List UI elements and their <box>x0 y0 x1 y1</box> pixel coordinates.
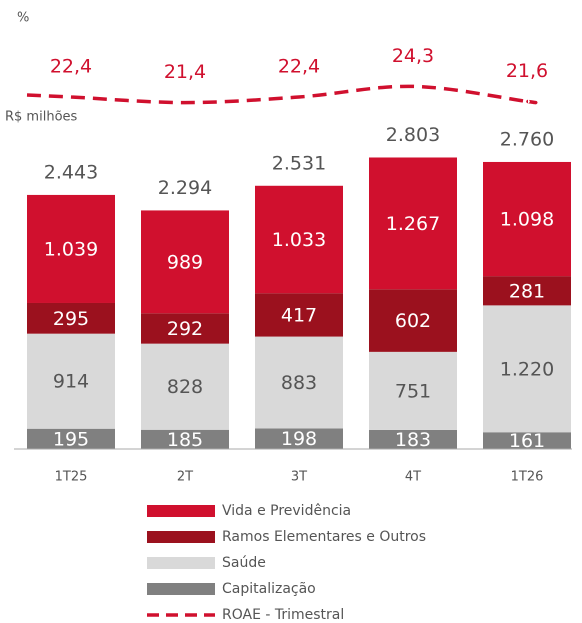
data-label: 751 <box>395 380 431 402</box>
data-label: 195 <box>53 428 89 450</box>
data-label: 161 <box>509 430 545 452</box>
legend-swatch <box>147 505 215 517</box>
legend-label: Ramos Elementares e Outros <box>222 529 426 545</box>
legend-label: Saúde <box>222 555 266 571</box>
unit-label: % <box>17 11 29 26</box>
data-label: 417 <box>281 304 317 326</box>
bar-segment <box>483 276 571 306</box>
data-label: 602 <box>395 310 431 332</box>
legend-swatch <box>147 557 215 569</box>
bar-segment <box>255 336 343 429</box>
total-label: 2.531 <box>272 152 326 174</box>
x-tick-label: 3T <box>291 470 307 485</box>
legend-swatch <box>147 583 215 595</box>
data-label: 292 <box>167 318 203 340</box>
bar-segment <box>483 161 571 277</box>
legend-label: ROAE - Trimestral <box>222 607 344 623</box>
line-label: 22,4 <box>50 56 92 78</box>
data-label: 281 <box>509 280 545 302</box>
roae-line <box>26 84 538 105</box>
bar-segment <box>483 305 571 433</box>
data-label: 183 <box>395 429 431 451</box>
line-label: 22,4 <box>278 56 320 78</box>
legend-label: Capitalização <box>222 581 316 597</box>
data-label: 989 <box>167 251 203 273</box>
data-label: 828 <box>167 376 203 398</box>
x-tick-label: 2T <box>177 470 193 485</box>
bar-segment <box>255 428 343 449</box>
bar-segment <box>369 351 457 430</box>
legend-swatch <box>147 531 215 543</box>
bar-segment <box>141 210 229 314</box>
x-tick-label: 1T26 <box>511 470 544 485</box>
data-label: 185 <box>167 429 203 451</box>
data-label: 198 <box>281 428 317 450</box>
bar-segment <box>27 302 115 334</box>
total-label: 2.294 <box>158 177 212 199</box>
data-label: 1.098 <box>500 209 554 231</box>
data-label: 295 <box>53 308 89 330</box>
bar-segment <box>141 343 229 430</box>
bar-segment <box>369 157 457 290</box>
data-label: 1.033 <box>272 229 326 251</box>
bar-segment <box>369 289 457 352</box>
bar-segment <box>27 194 115 303</box>
bar-segment <box>255 185 343 294</box>
bar-segment <box>255 293 343 337</box>
x-tick-label: 1T25 <box>55 470 88 485</box>
line-label: 21,4 <box>164 61 206 83</box>
bar-segment <box>27 428 115 449</box>
total-label: 2.443 <box>44 161 98 183</box>
bar-segment <box>141 313 229 344</box>
line-label: 24,3 <box>392 45 434 67</box>
bar-segment <box>141 429 229 449</box>
axis-label: R$ milhões <box>5 110 78 125</box>
total-label: 2.760 <box>500 128 554 150</box>
line-label: 21,6 <box>506 60 548 82</box>
data-label: 1.220 <box>500 358 554 380</box>
bar-segment <box>27 333 115 429</box>
legend-label: Vida e Previdência <box>222 503 351 519</box>
data-label: 1.267 <box>386 213 440 235</box>
x-tick-label: 4T <box>405 470 421 485</box>
bar-segment <box>369 429 457 449</box>
data-label: 1.039 <box>44 238 98 260</box>
bar-segment <box>483 432 571 449</box>
data-label: 914 <box>53 371 89 393</box>
total-label: 2.803 <box>386 124 440 146</box>
data-label: 883 <box>281 372 317 394</box>
